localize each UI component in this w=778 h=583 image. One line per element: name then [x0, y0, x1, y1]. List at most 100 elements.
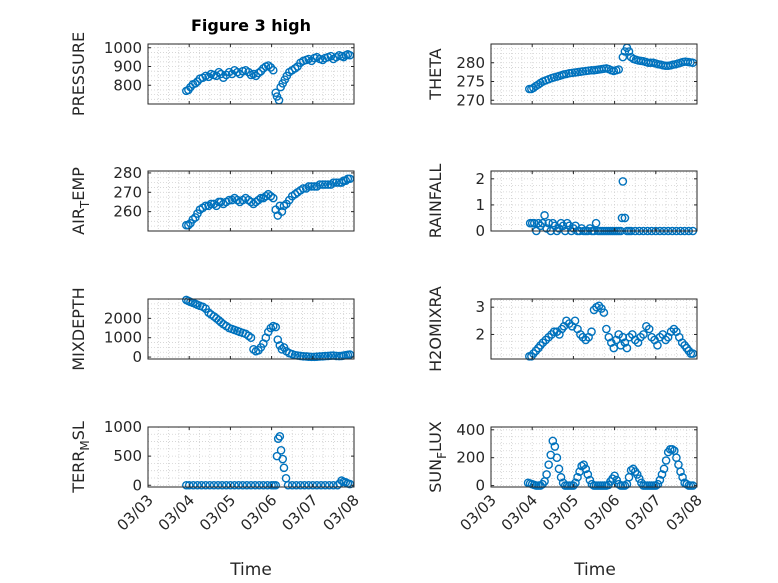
data-point [201, 480, 210, 490]
panel-h2omixra: 2 3 H2OMIXRA [426, 286, 698, 372]
y-axis-label: THETA [426, 48, 445, 100]
y-tick-label: 270 [113, 183, 142, 201]
x-tick-label: 03/08 [320, 491, 363, 534]
data-point [242, 480, 252, 490]
data-point [579, 460, 589, 469]
x-tick-label: 03/04 [155, 491, 198, 534]
data-point [622, 343, 632, 353]
y-tick-label: 200 [456, 449, 485, 467]
data-series [523, 436, 698, 490]
data-point [275, 432, 285, 441]
data-point [651, 481, 661, 490]
data-point [556, 472, 566, 482]
data-point [614, 479, 624, 489]
data-point [324, 480, 334, 490]
data-point [189, 480, 198, 490]
data-point [573, 67, 582, 77]
axes-box [147, 43, 355, 105]
data-point [216, 197, 226, 207]
y-axis-label-main: THETA [426, 48, 445, 100]
data-point [254, 480, 264, 490]
data-point [271, 88, 281, 98]
y-axis-label-main: RAINFALL [426, 164, 445, 239]
data-point [205, 480, 215, 490]
data-point [669, 324, 679, 334]
y-axis-label-sub: T [78, 200, 92, 209]
data-point [531, 346, 541, 356]
data-point [217, 480, 227, 490]
data-point [197, 480, 206, 490]
data-point [345, 174, 355, 184]
data-point [612, 475, 621, 485]
data-point [279, 201, 289, 211]
data-point [345, 50, 355, 60]
data-point [277, 207, 287, 216]
y-tick-label: 2000 [104, 309, 142, 327]
data-point [682, 479, 692, 489]
data-point [226, 480, 235, 490]
y-axis-label: H2OMIXRA [426, 286, 445, 372]
data-point [254, 195, 263, 205]
y-tick-label: 270 [456, 91, 485, 109]
data-point [345, 350, 355, 359]
data-point [599, 308, 609, 317]
data-point [312, 480, 322, 490]
y-tick-label: 0 [475, 477, 485, 495]
data-point [188, 215, 198, 224]
x-tick-label: 03/06 [237, 491, 280, 534]
data-point [184, 480, 194, 490]
y-axis-label: RAINFALL [426, 164, 445, 239]
data-point [320, 480, 330, 490]
x-tick-label: 03/04 [498, 491, 541, 534]
data-point [626, 52, 636, 62]
x-axis-label-right: Time [573, 560, 616, 580]
data-point [209, 480, 219, 490]
data-point [315, 352, 325, 361]
data-point [602, 324, 611, 334]
data-point [587, 479, 597, 489]
x-tick-label: 03/06 [580, 491, 623, 534]
y-tick-label: 2 [475, 325, 485, 343]
panel-sun-flux: 0 200 400 SUNFLUX 03/0303/0403/0503/0603/070… [426, 421, 706, 535]
data-point [191, 79, 200, 88]
data-point [578, 67, 588, 76]
y-axis-label-rest: EMP [69, 167, 88, 201]
data-point [233, 195, 242, 205]
data-point [620, 481, 630, 490]
y-axis-label: AIRTEMP [69, 167, 92, 235]
y-tick-label: 3 [475, 298, 485, 316]
y-tick-label: 275 [456, 73, 485, 91]
data-point [279, 463, 289, 473]
y-tick-label: 900 [113, 58, 142, 76]
data-point [256, 193, 266, 203]
axes-box [490, 43, 698, 105]
y-tick-label: 0 [475, 222, 485, 240]
axes-box [147, 170, 355, 232]
data-point [206, 199, 216, 209]
data-point [326, 180, 336, 189]
data-point [617, 213, 627, 223]
data-point [233, 67, 242, 77]
y-tick-label: 260 [113, 203, 142, 221]
y-tick-label: 0 [132, 476, 142, 494]
y-tick-label: 500 [113, 447, 142, 465]
panel-rainfall: 0 1 2 RAINFALL [426, 164, 698, 240]
data-point [263, 480, 272, 490]
x-tick-label: 03/05 [196, 491, 239, 534]
y-axis-label: SUNFLUX [426, 421, 449, 493]
data-point [268, 65, 278, 75]
axes-box [147, 426, 355, 488]
data-point [677, 338, 687, 347]
data-point [276, 446, 286, 455]
data-point [626, 465, 636, 475]
y-axis-label-rest: SL [69, 421, 88, 440]
data-point [667, 445, 677, 454]
data-point [571, 478, 580, 488]
y-axis-label-main: AIR [69, 208, 88, 235]
data-point [583, 470, 593, 479]
y-tick-label: 280 [456, 54, 485, 72]
y-tick-label: 1000 [104, 329, 142, 347]
y-tick-label: 0 [132, 348, 142, 366]
